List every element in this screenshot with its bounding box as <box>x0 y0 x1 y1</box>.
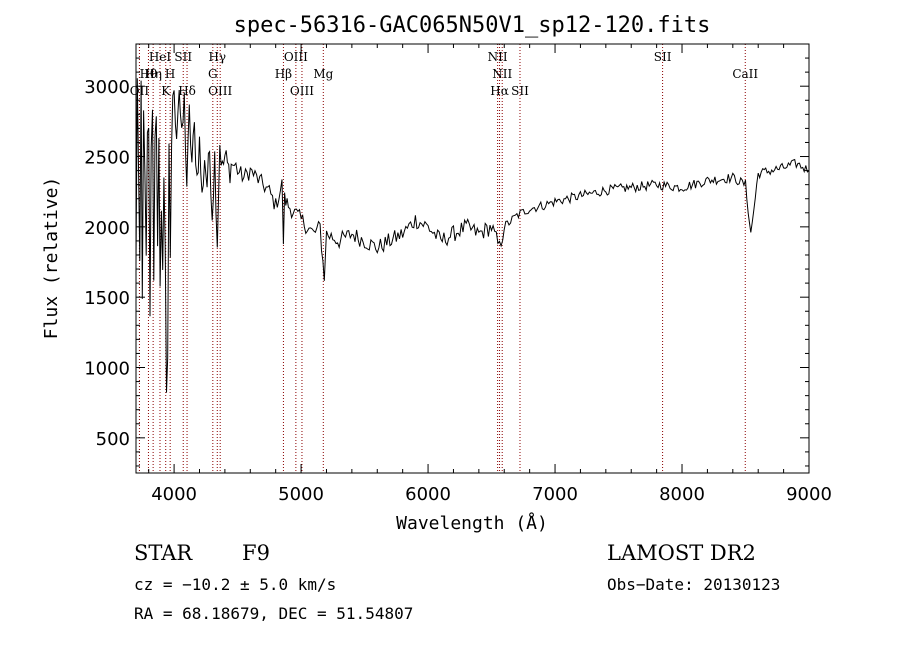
line-marker-label: H <box>165 67 175 81</box>
line-marker-label: Hβ <box>275 67 292 81</box>
line-marker-label: Hδ <box>178 84 196 98</box>
y-tick-label: 3000 <box>84 77 130 98</box>
plot-frame <box>135 43 810 474</box>
coordinates: RA = 68.18679, DEC = 51.54807 <box>134 604 413 623</box>
line-marker-label: SII <box>174 50 192 64</box>
chart-title: spec-56316-GAC065N50V1_sp12-120.fits <box>234 13 711 38</box>
x-tick-label: 9000 <box>786 484 832 505</box>
x-tick-label: 7000 <box>532 484 578 505</box>
line-marker-label: OIII <box>208 84 232 98</box>
y-tick-label: 500 <box>96 429 130 450</box>
x-axis-label: Wavelength (Å) <box>396 512 548 534</box>
spectrum-line <box>135 78 810 393</box>
y-axis-ticks: 500 1000 1500 2000 2500 3000 <box>84 43 809 467</box>
line-marker-label: CaII <box>732 67 758 81</box>
y-tick-label: 1000 <box>84 359 130 380</box>
x-tick-label: 5000 <box>278 484 324 505</box>
line-marker-label: Mg <box>313 67 333 81</box>
redshift-cz: cz = −10.2 ± 5.0 km/s <box>134 575 336 594</box>
line-marker-label: Hθ <box>140 67 158 81</box>
x-tick-label: 4000 <box>151 484 197 505</box>
line-marker-label: K <box>161 84 171 98</box>
observation-date: Obs−Date: 20130123 <box>607 575 780 594</box>
object-subclass: F9 <box>242 541 270 565</box>
line-marker-label: SII <box>511 84 529 98</box>
line-markers <box>138 44 746 473</box>
survey-name: LAMOST DR2 <box>607 541 756 565</box>
object-class: STAR <box>134 541 193 565</box>
line-marker-label: NII <box>492 67 512 81</box>
x-tick-label: 8000 <box>659 484 705 505</box>
line-marker-label: HeI <box>149 50 172 64</box>
line-marker-label: OIII <box>284 50 308 64</box>
line-marker-label: OIII <box>290 84 314 98</box>
x-tick-label: 6000 <box>405 484 451 505</box>
line-marker-label: G <box>208 67 218 81</box>
y-tick-label: 2500 <box>84 148 130 169</box>
y-tick-label: 1500 <box>84 288 130 309</box>
y-tick-label: 2000 <box>84 218 130 239</box>
line-marker-label: Hγ <box>208 50 226 64</box>
line-marker-label: Hη <box>144 67 162 81</box>
x-axis-ticks: 4000 5000 6000 7000 8000 9000 <box>148 44 832 505</box>
line-marker-label: NII <box>488 50 508 64</box>
y-axis-label: Flux (relative) <box>41 177 62 340</box>
line-marker-label: OII <box>130 84 150 98</box>
line-marker-label: Hα <box>490 84 509 98</box>
line-marker-label: SII <box>654 50 672 64</box>
